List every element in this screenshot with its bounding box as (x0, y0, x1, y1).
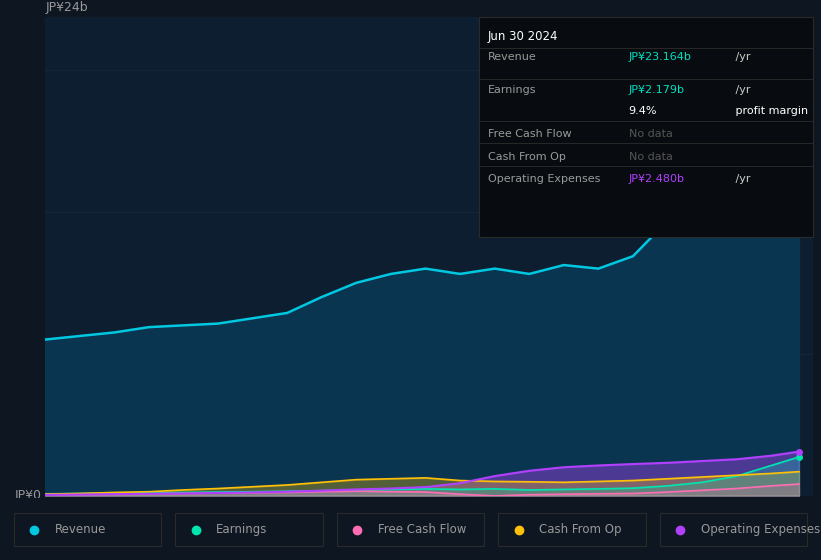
Text: No data: No data (629, 152, 672, 161)
Text: /yr: /yr (732, 174, 750, 184)
Text: JP¥2.480b: JP¥2.480b (629, 174, 685, 184)
Bar (659, 512, 807, 547)
Text: Free Cash Flow: Free Cash Flow (488, 129, 571, 139)
Text: Earnings: Earnings (488, 85, 537, 95)
Bar (498, 512, 646, 547)
Text: profit margin: profit margin (732, 106, 809, 116)
Text: Earnings: Earnings (216, 523, 268, 536)
Text: JP¥24b: JP¥24b (45, 2, 88, 15)
Bar (175, 512, 323, 547)
Text: Cash From Op: Cash From Op (488, 152, 566, 161)
Text: Revenue: Revenue (488, 52, 537, 62)
Text: /yr: /yr (732, 52, 750, 62)
Text: JP¥2.179b: JP¥2.179b (629, 85, 685, 95)
Text: Cash From Op: Cash From Op (539, 523, 621, 536)
Text: Revenue: Revenue (55, 523, 106, 536)
Text: Jun 30 2024: Jun 30 2024 (488, 30, 558, 43)
Text: JP¥0: JP¥0 (14, 489, 41, 502)
Bar (337, 512, 484, 547)
Bar (14, 512, 162, 547)
Text: /yr: /yr (732, 85, 750, 95)
Text: No data: No data (629, 129, 672, 139)
Text: 9.4%: 9.4% (629, 106, 657, 116)
FancyBboxPatch shape (479, 17, 813, 237)
Text: Operating Expenses: Operating Expenses (700, 523, 820, 536)
Text: JP¥23.164b: JP¥23.164b (629, 52, 691, 62)
Text: Operating Expenses: Operating Expenses (488, 174, 600, 184)
Text: Free Cash Flow: Free Cash Flow (378, 523, 466, 536)
